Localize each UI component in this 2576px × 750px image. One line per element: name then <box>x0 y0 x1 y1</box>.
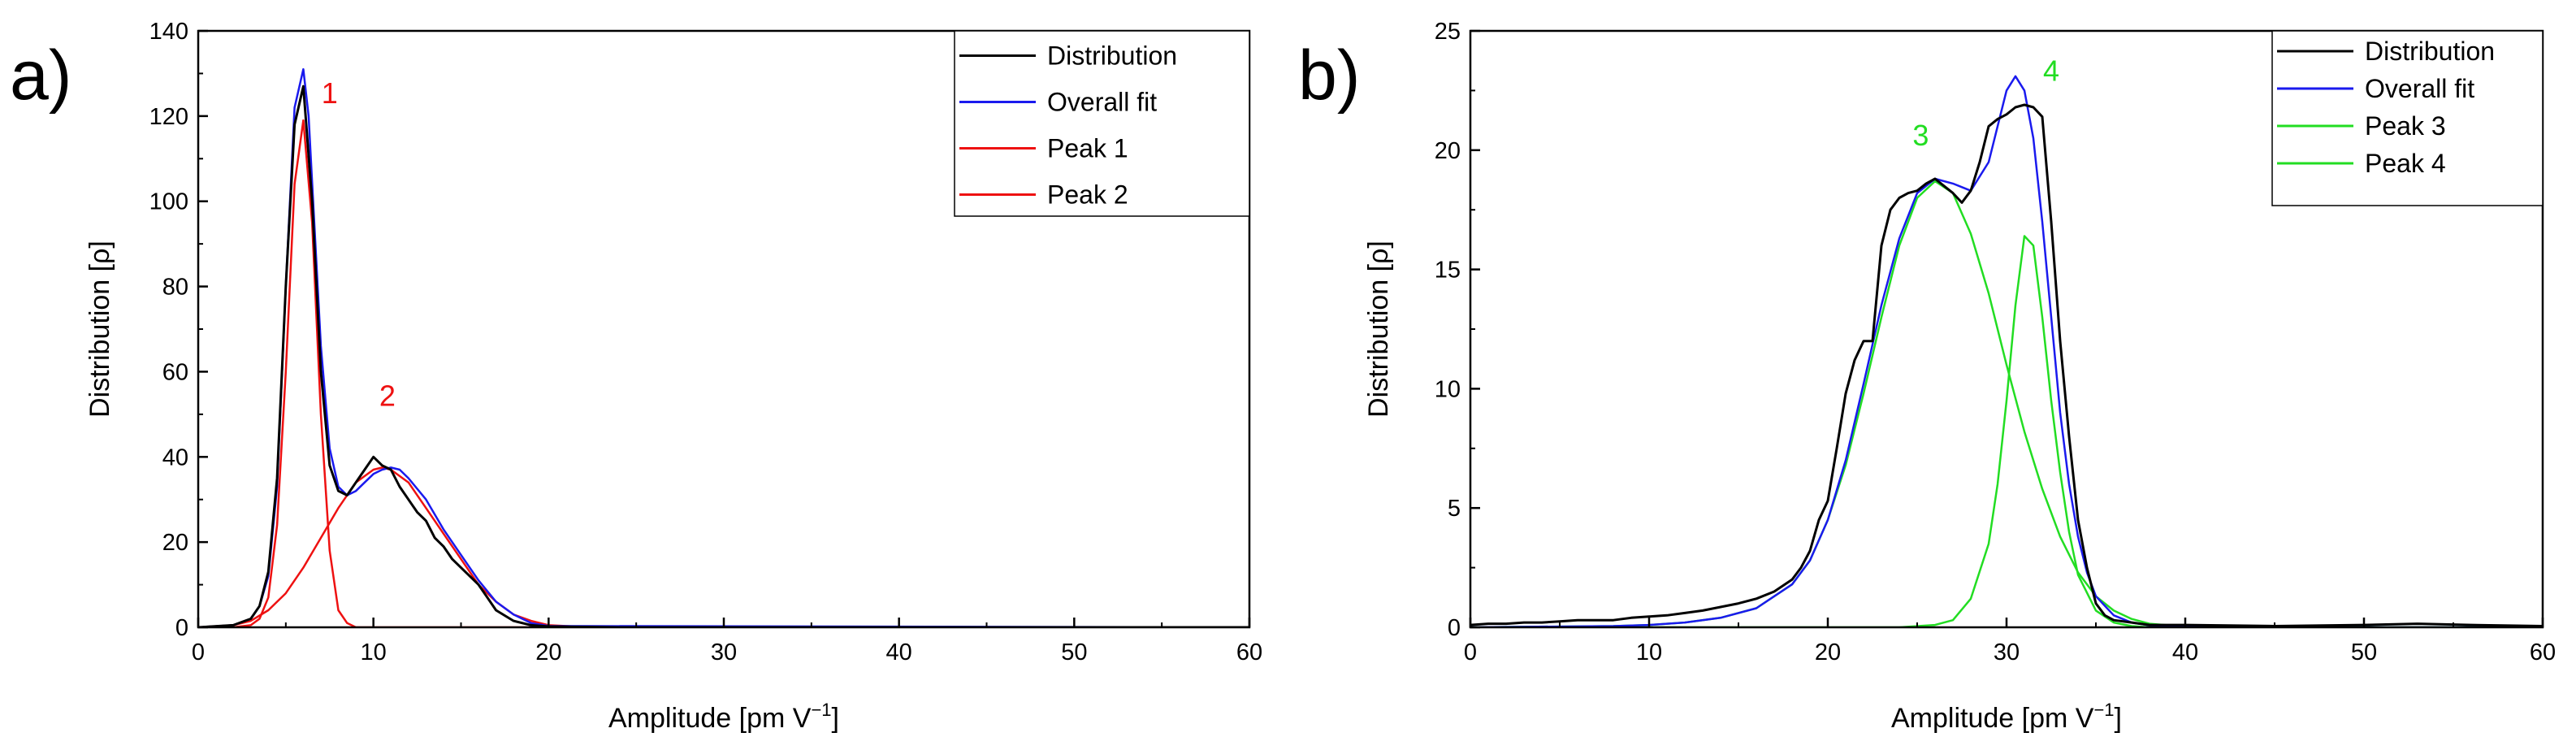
legend: Distribution Overall fit Peak 3 Peak 4 <box>2271 30 2544 206</box>
y-tick-label: 0 <box>1448 615 1461 641</box>
legend-box <box>954 30 1250 217</box>
y-tick-label: 40 <box>162 444 188 470</box>
x-tick-label: 20 <box>535 639 561 665</box>
legend-box <box>2271 30 2544 206</box>
legend-label: Overall fit <box>2365 74 2474 103</box>
series-line-peak-1 <box>198 119 1249 627</box>
series-line-distribution <box>1470 103 2543 627</box>
y-tick-label: 10 <box>1435 376 1461 402</box>
panel-b-chart: b) 0 10 20 30 40 50 60 0 5 10 15 20 25 Amplitude [pm V… <box>1298 19 2556 734</box>
x-tick-label: 50 <box>1061 639 1087 665</box>
y-tick-label: 140 <box>149 19 188 45</box>
legend-label: Peak 2 <box>1047 180 1128 210</box>
y-tick-label: 25 <box>1435 19 1461 45</box>
x-tick-label: 10 <box>361 639 387 665</box>
x-tick-label: 0 <box>1464 639 1477 665</box>
legend-label: Peak 4 <box>2365 149 2446 178</box>
y-tick-label: 20 <box>1435 138 1461 164</box>
y-tick-label: 15 <box>1435 258 1461 284</box>
peak-annotation-3: 3 <box>1912 119 1929 152</box>
peak-annotation-1: 1 <box>322 76 338 110</box>
legend-label: Overall fit <box>1047 88 1157 117</box>
y-axis-title: Distribution [ρ] <box>84 241 115 418</box>
series-line-distribution <box>198 85 1249 627</box>
y-tick-label: 80 <box>162 275 188 301</box>
series-line-peak-2 <box>198 466 1249 627</box>
x-tick-label: 50 <box>2351 639 2377 665</box>
x-tick-label: 20 <box>1815 639 1841 665</box>
y-tick-label: 100 <box>149 189 188 215</box>
x-axis-title: Amplitude [pm V−1] <box>608 700 839 734</box>
x-tick-label: 60 <box>1236 639 1262 665</box>
legend: Distribution Overall fit Peak 1 Peak 2 <box>954 30 1250 217</box>
x-tick-label: 30 <box>1994 639 2020 665</box>
panel-a-chart: a) 0 10 20 30 40 50 60 0 20 40 60 80 100 120 140 Amplitu… <box>10 19 1262 734</box>
x-tick-label: 60 <box>2530 639 2556 665</box>
panel-label-0: a) <box>10 37 71 115</box>
peak-annotation-2: 2 <box>379 379 396 412</box>
x-tick-label: 40 <box>886 639 912 665</box>
series-line-overall-fit <box>1470 75 2543 627</box>
peak-annotation-4: 4 <box>2043 54 2059 88</box>
legend-label: Peak 1 <box>1047 134 1128 163</box>
series-line-peak-4 <box>1470 235 2543 627</box>
x-tick-label: 30 <box>711 639 737 665</box>
legend-label: Distribution <box>2365 37 2495 66</box>
series-group <box>1470 75 2543 627</box>
y-tick-label: 5 <box>1448 496 1461 522</box>
y-tick-label: 20 <box>162 530 188 556</box>
x-tick-label: 0 <box>192 639 205 665</box>
y-tick-label: 60 <box>162 359 188 385</box>
x-tick-label: 10 <box>1636 639 1662 665</box>
y-axis-title: Distribution [ρ] <box>1363 241 1394 418</box>
x-axis-title: Amplitude [pm V−1] <box>1891 700 2122 734</box>
x-tick-label: 40 <box>2172 639 2198 665</box>
y-tick-label: 0 <box>175 615 188 641</box>
series-group <box>198 67 1249 627</box>
panel-label-1: b) <box>1298 37 1360 115</box>
legend-label: Peak 3 <box>2365 111 2446 141</box>
y-tick-label: 120 <box>149 104 188 130</box>
legend-label: Distribution <box>1047 41 1177 71</box>
